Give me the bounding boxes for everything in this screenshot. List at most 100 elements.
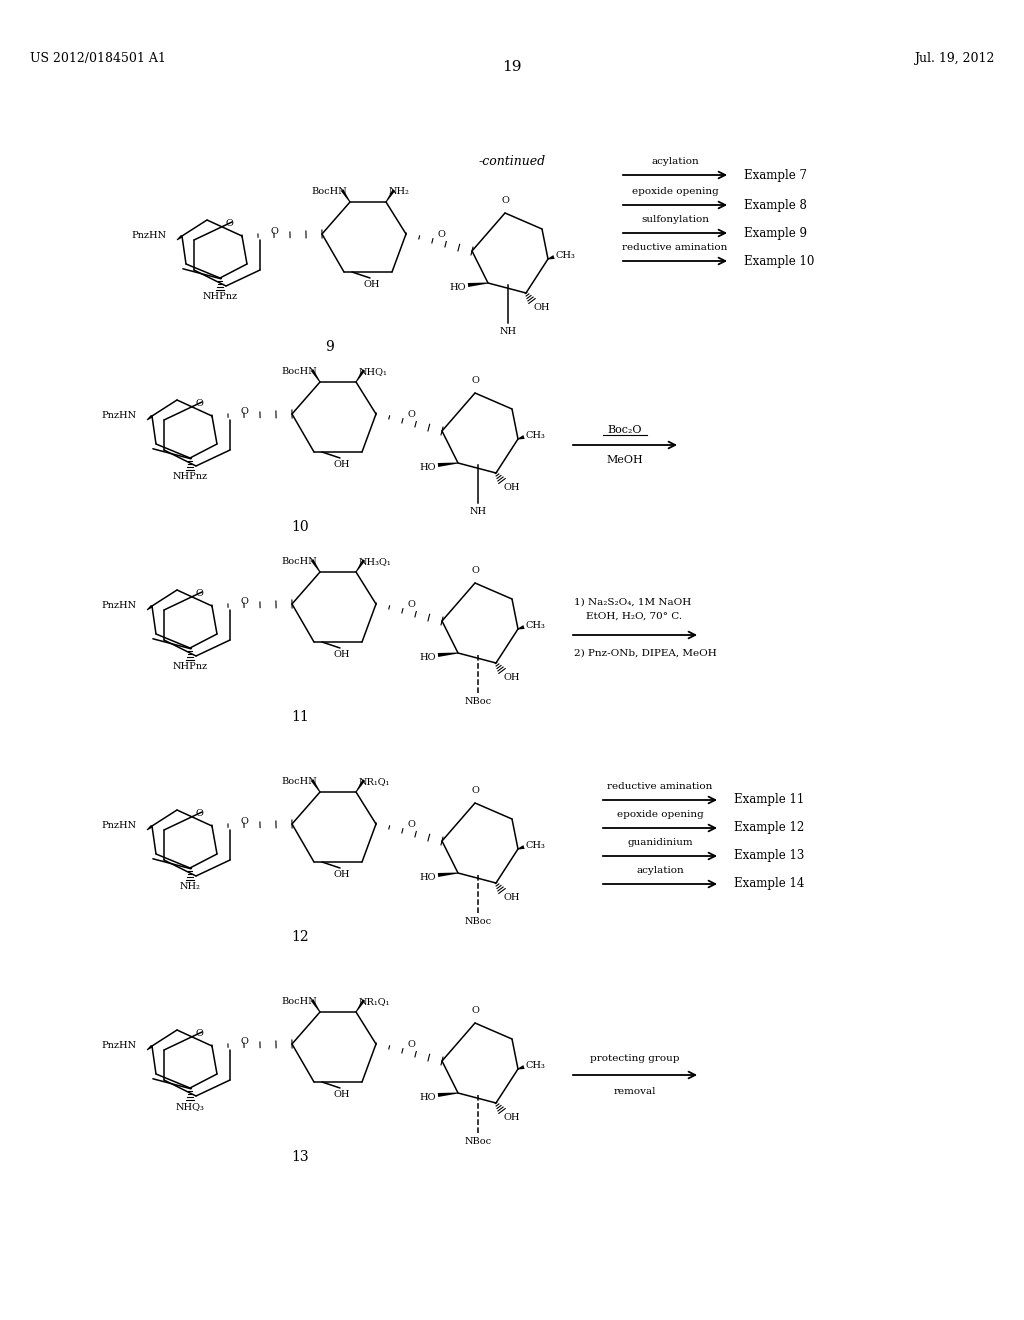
Text: US 2012/0184501 A1: US 2012/0184501 A1 (30, 51, 166, 65)
Text: PnzHN: PnzHN (101, 821, 137, 830)
Text: BocHN: BocHN (282, 557, 317, 566)
Text: OH: OH (334, 649, 350, 659)
Text: Example 13: Example 13 (734, 850, 805, 862)
Text: NR₁Q₁: NR₁Q₁ (359, 777, 390, 785)
Text: O: O (408, 411, 415, 418)
Text: BocHN: BocHN (282, 997, 317, 1006)
Text: NHPnz: NHPnz (172, 663, 208, 671)
Text: acylation: acylation (651, 157, 698, 166)
Polygon shape (146, 414, 153, 420)
Text: Example 9: Example 9 (744, 227, 807, 239)
Text: O: O (196, 400, 204, 408)
Text: O: O (196, 809, 204, 818)
Text: Example 11: Example 11 (734, 793, 804, 807)
Text: CH₃: CH₃ (526, 1060, 546, 1069)
Text: PnzHN: PnzHN (132, 231, 167, 240)
Text: BocHN: BocHN (282, 367, 317, 376)
Text: HO: HO (450, 282, 466, 292)
Polygon shape (310, 779, 321, 792)
Text: 19: 19 (502, 59, 522, 74)
Text: guanidinium: guanidinium (627, 838, 693, 847)
Polygon shape (146, 605, 153, 610)
Text: OH: OH (504, 673, 520, 682)
Polygon shape (355, 370, 366, 383)
Text: O: O (471, 376, 479, 385)
Polygon shape (438, 652, 458, 657)
Text: 1) Na₂S₂O₄, 1M NaOH: 1) Na₂S₂O₄, 1M NaOH (574, 598, 691, 607)
Text: PnzHN: PnzHN (101, 602, 137, 610)
Text: NBoc: NBoc (465, 917, 492, 927)
Text: OH: OH (334, 1090, 350, 1100)
Text: O: O (408, 601, 415, 609)
Polygon shape (518, 626, 524, 630)
Text: O: O (196, 1030, 204, 1039)
Text: HO: HO (420, 462, 436, 471)
Text: OH: OH (504, 483, 520, 492)
Text: NHPnz: NHPnz (172, 473, 208, 480)
Text: O: O (408, 1040, 415, 1049)
Polygon shape (438, 462, 458, 467)
Text: CH₃: CH₃ (556, 251, 575, 260)
Text: HO: HO (420, 1093, 436, 1101)
Polygon shape (518, 1065, 524, 1069)
Polygon shape (310, 370, 321, 383)
Text: O: O (471, 1006, 479, 1015)
Polygon shape (355, 999, 366, 1012)
Text: NHQ₃: NHQ₃ (175, 1102, 205, 1111)
Text: BocHN: BocHN (311, 187, 347, 195)
Polygon shape (438, 873, 458, 876)
Text: removal: removal (613, 1086, 656, 1096)
Text: protecting group: protecting group (590, 1053, 680, 1063)
Text: 10: 10 (291, 520, 309, 535)
Text: epoxide opening: epoxide opening (616, 810, 703, 818)
Polygon shape (518, 845, 524, 850)
Polygon shape (468, 282, 488, 286)
Text: 12: 12 (291, 931, 309, 944)
Polygon shape (386, 189, 395, 202)
Text: OH: OH (504, 894, 520, 902)
Text: 13: 13 (291, 1150, 309, 1164)
Text: reductive amination: reductive amination (623, 243, 728, 252)
Text: Example 8: Example 8 (744, 198, 807, 211)
Polygon shape (146, 825, 153, 830)
Text: O: O (240, 1036, 248, 1045)
Text: NH₂: NH₂ (389, 187, 410, 195)
Polygon shape (355, 560, 366, 573)
Text: O: O (437, 230, 445, 239)
Polygon shape (310, 560, 321, 573)
Text: NH₂: NH₂ (179, 882, 201, 891)
Text: O: O (270, 227, 278, 235)
Text: 2) Pnz-ONb, DIPEA, MeOH: 2) Pnz-ONb, DIPEA, MeOH (574, 649, 717, 657)
Polygon shape (518, 436, 524, 440)
Text: PnzHN: PnzHN (101, 1041, 137, 1051)
Text: NHPnz: NHPnz (203, 292, 238, 301)
Text: CH₃: CH₃ (526, 430, 546, 440)
Text: CH₃: CH₃ (526, 620, 546, 630)
Text: OH: OH (334, 870, 350, 879)
Text: Example 12: Example 12 (734, 821, 804, 834)
Text: O: O (240, 817, 248, 825)
Text: EtOH, H₂O, 70° C.: EtOH, H₂O, 70° C. (586, 612, 682, 620)
Text: NHQ₁: NHQ₁ (359, 367, 388, 376)
Polygon shape (341, 189, 350, 202)
Text: OH: OH (364, 280, 380, 289)
Text: sulfonylation: sulfonylation (641, 215, 709, 224)
Text: Boc₂O: Boc₂O (608, 425, 642, 436)
Text: OH: OH (334, 459, 350, 469)
Text: HO: HO (420, 873, 436, 882)
Text: O: O (196, 590, 204, 598)
Text: NH: NH (500, 327, 516, 337)
Text: NH₃Q₁: NH₃Q₁ (359, 557, 392, 566)
Text: -continued: -continued (478, 154, 546, 168)
Polygon shape (146, 1045, 153, 1051)
Text: NBoc: NBoc (465, 697, 492, 706)
Text: reductive amination: reductive amination (607, 781, 713, 791)
Text: 9: 9 (326, 341, 335, 354)
Text: 11: 11 (291, 710, 309, 723)
Text: O: O (240, 407, 248, 416)
Text: PnzHN: PnzHN (101, 412, 137, 421)
Text: MeOH: MeOH (606, 455, 643, 465)
Text: HO: HO (420, 652, 436, 661)
Text: epoxide opening: epoxide opening (632, 187, 719, 195)
Text: O: O (408, 820, 415, 829)
